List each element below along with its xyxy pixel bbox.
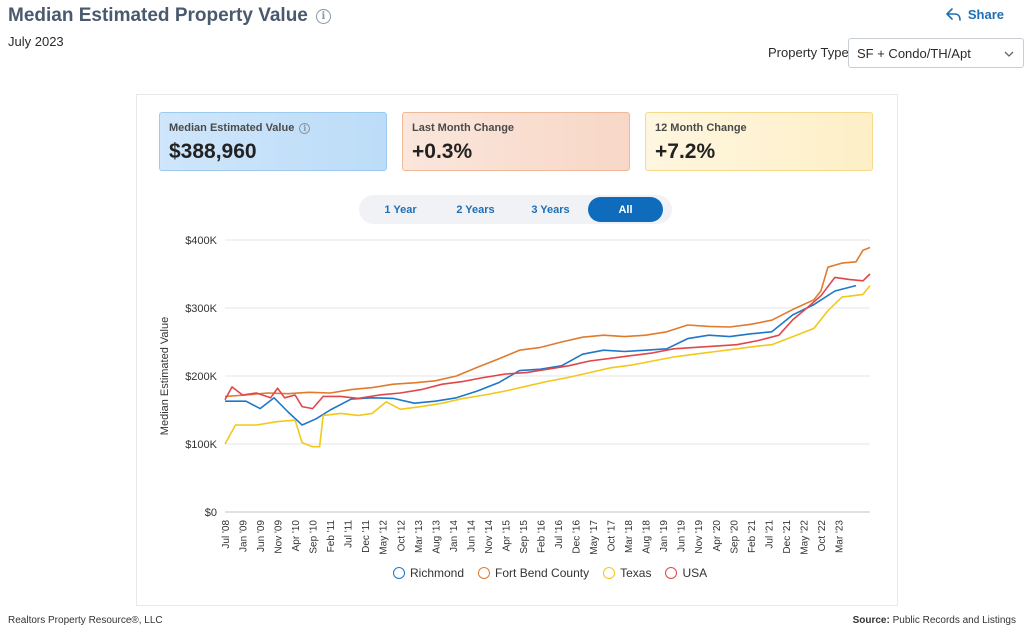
y-tick-label: $300K [185,303,217,315]
x-tick-label: May '22 [799,520,810,555]
info-icon[interactable]: i [315,8,331,24]
legend-swatch-texas [603,567,616,579]
legend-item-richmond[interactable]: Richmond [393,566,464,580]
legend-item-texas[interactable]: Texas [603,566,651,580]
footer-copyright: Realtors Property Resource®, LLC [8,615,163,626]
x-tick-label: May '17 [589,520,600,555]
property-type-select[interactable]: SF + Condo/TH/Apt [848,38,1024,68]
x-tick-label: Jun '19 [677,520,688,552]
x-tick-label: Mar '18 [624,520,635,553]
x-tick-label: Nov '19 [694,520,705,554]
share-icon [946,7,961,21]
y-tick-label: $0 [205,507,217,519]
stat-median-label: Median Estimated Value [169,122,295,134]
share-button[interactable]: Share [946,7,1004,22]
x-tick-label: Jun '14 [466,520,477,552]
line-chart: $0 $100K $200K $300K $400K Median Estimated V… [159,235,871,555]
range-all-button[interactable]: All [588,197,663,222]
stat-last-month-label: Last Month Change [412,122,515,134]
legend-item-fort-bend-county[interactable]: Fort Bend County [478,566,589,580]
x-tick-label: Nov '14 [484,520,495,554]
x-tick-label: Dec '11 [361,520,372,553]
x-tick-label: Jul '16 [554,520,565,549]
share-label: Share [967,7,1004,22]
range-2-years-button[interactable]: 2 Years [456,203,495,216]
x-tick-label: Feb '11 [326,520,337,553]
property-type-label: Property Type [768,45,849,60]
x-tick-label: May '12 [379,520,390,555]
y-tick-label: $400K [185,235,217,247]
x-tick-label: Jan '14 [449,520,460,552]
y-axis-label: Median Estimated Value [159,317,171,435]
x-tick-label: Mar '13 [414,520,425,553]
x-tick-label: Sep '15 [519,520,530,554]
time-range-toggle: 1 Year 2 Years 3 Years All [359,195,672,224]
x-tick-label: Nov '09 [274,520,285,554]
stat-median-value-text: $388,960 [169,140,257,163]
x-tick-label: Oct '22 [817,520,828,552]
x-tick-label: Jul '21 [764,520,775,549]
footer-source: Source: Public Records and Listings [853,615,1016,626]
stat-label: Median Estimated Value i [169,122,377,134]
legend-label-fort-bend-county: Fort Bend County [495,566,590,580]
series-line-texas [224,285,871,448]
legend-swatch-fort-bend-county [478,567,491,579]
x-tick-label: Oct '12 [396,520,407,552]
x-tick-label: Jan '19 [659,520,670,552]
footer-source-label: Source: [852,615,890,626]
footer-source-value: Public Records and Listings [892,615,1016,626]
page-title-text: Median Estimated Property Value [8,5,308,26]
legend-swatch-usa [665,567,678,579]
x-tick-label: Apr '20 [712,520,723,552]
stat-12-month-label: 12 Month Change [655,122,747,134]
legend-label-texas: Texas [620,566,652,580]
x-tick-label: Aug '18 [642,520,653,554]
chart-card [136,94,898,606]
x-tick-label: Feb '16 [536,520,547,553]
x-tick-label: Sep '10 [309,520,320,554]
page-title: Median Estimated Property Value i [8,5,331,27]
x-tick-label: Jun '09 [256,520,267,552]
legend-swatch-richmond [393,567,405,579]
x-tick-label: Dec '16 [572,520,583,554]
legend-item-usa[interactable]: USA [665,566,707,580]
legend-label-richmond: Richmond [410,566,465,580]
x-tick-label: Jul '08 [221,520,232,549]
stat-last-month-value: +0.3% [412,140,473,163]
stat-12-month-value: +7.2% [655,140,716,163]
x-tick-label: Sep '20 [729,520,740,554]
range-1-year-button[interactable]: 1 Year [384,203,417,216]
property-type-value: SF + Condo/TH/Apt [857,46,971,61]
range-3-years-button[interactable]: 3 Years [531,203,570,216]
x-tick-label: Apr '15 [501,520,512,552]
x-tick-label: Jul '11 [344,520,355,548]
info-icon[interactable]: i [299,122,311,134]
series-line-usa [224,273,871,410]
legend-label-usa: USA [682,566,708,580]
x-tick-label: Oct '17 [607,520,618,552]
stat-12-month-change: 12 Month Change +7.2% [645,112,873,171]
x-tick-label: Apr '10 [291,520,302,552]
chart-legend: Richmond Fort Bend County Texas USA [393,566,707,580]
chevron-down-icon [1004,51,1014,57]
series-line-fort-bend-county [224,246,871,398]
x-tick-label: Mar '23 [834,520,845,553]
stat-last-month-change: Last Month Change +0.3% [402,112,630,171]
y-tick-label: $200K [185,371,217,383]
x-tick-label: Aug '13 [431,520,442,554]
y-tick-label: $100K [185,439,217,451]
x-tick-label: Jan '09 [239,520,250,552]
series-line-richmond [225,284,857,426]
stat-median-value: Median Estimated Value i $388,960 [159,112,387,171]
x-tick-label: Dec '21 [782,520,793,554]
page-subtitle: July 2023 [8,34,64,49]
x-tick-label: Feb '21 [747,520,758,553]
